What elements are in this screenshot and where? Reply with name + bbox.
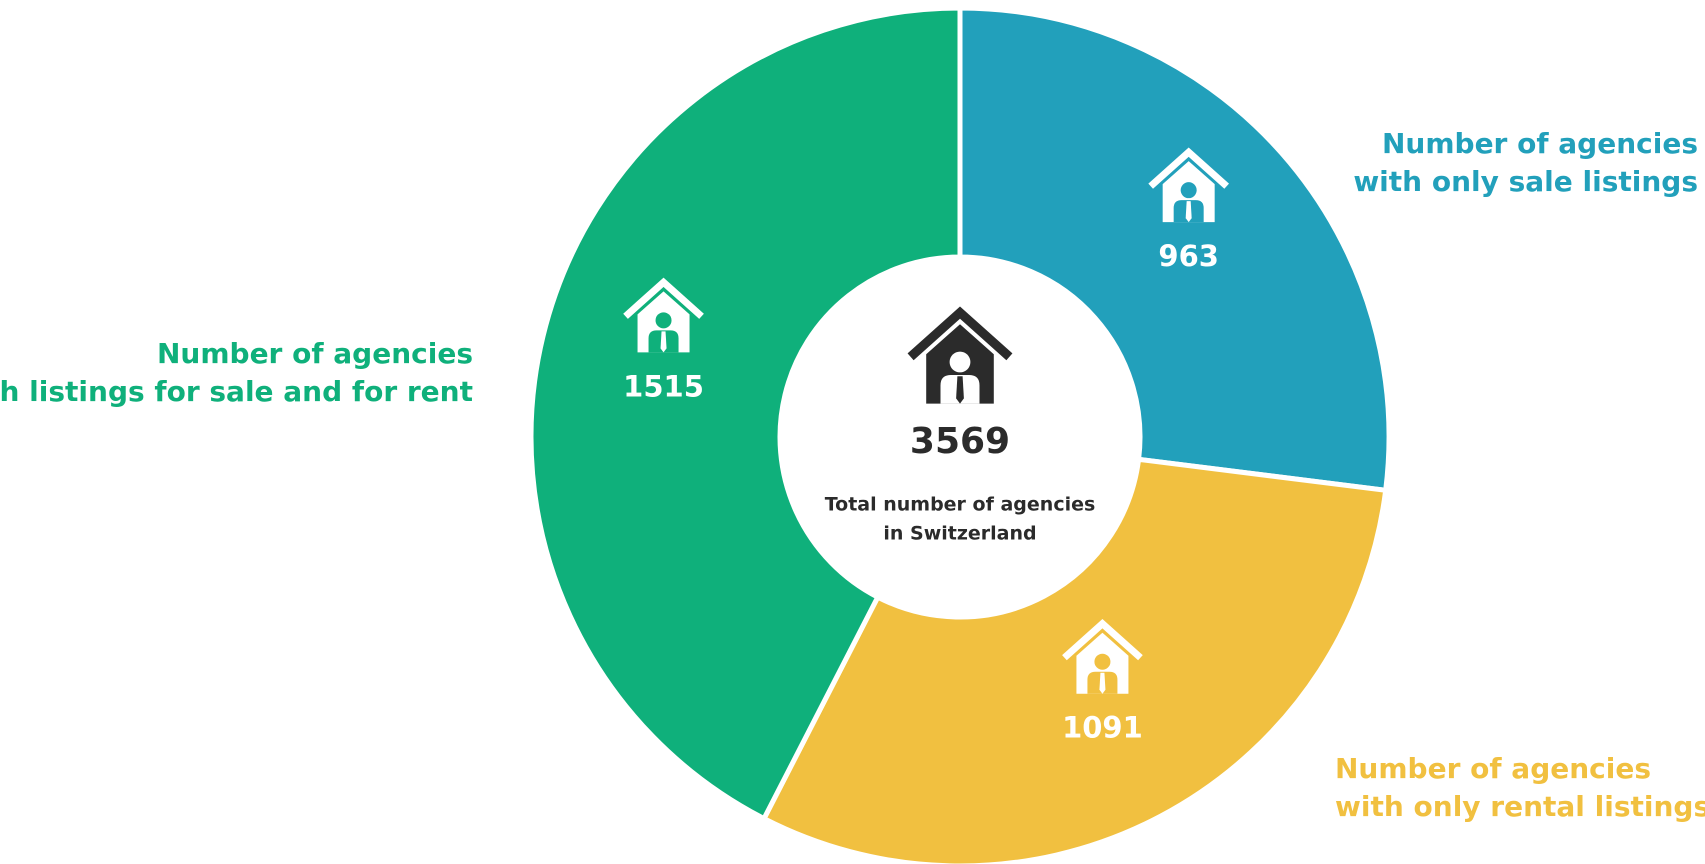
legend-label: with listings for sale and for rent [0, 375, 473, 408]
value-label: 1091 [1062, 711, 1143, 745]
donut-segment [760, 456, 1389, 864]
icon-tie [1099, 672, 1106, 694]
legend-label: Number of agencies [1335, 752, 1651, 785]
house-icon [907, 306, 1013, 404]
icon-head [655, 312, 672, 329]
icon-roof [907, 306, 1013, 361]
value-label: 1515 [623, 369, 704, 403]
legend-label: Number of agencies [1382, 127, 1698, 160]
icon-tie [1185, 201, 1192, 223]
value-label: 963 [1158, 239, 1219, 273]
icon-head [949, 351, 971, 373]
legend-label: Number of agencies [157, 337, 473, 370]
house-icon [623, 277, 704, 353]
house-icon [1148, 147, 1230, 223]
icon-tie [660, 331, 667, 353]
donut-segment [528, 5, 963, 822]
donut-segment [957, 5, 1392, 494]
house-icon [1062, 619, 1143, 694]
icon-roof [1148, 147, 1230, 189]
total-label: in Switzerland [883, 523, 1036, 545]
icon-head [1094, 653, 1111, 670]
legend-label: with only rental listings [1335, 790, 1705, 823]
legend-label: with only sale listings [1353, 165, 1698, 198]
icon-head [1180, 182, 1197, 199]
total-label: Total number of agencies [825, 494, 1096, 516]
icon-roof [1062, 619, 1143, 661]
icon-roof [623, 277, 704, 319]
total-value: 3569 [910, 421, 1010, 462]
icon-tie [956, 376, 964, 404]
